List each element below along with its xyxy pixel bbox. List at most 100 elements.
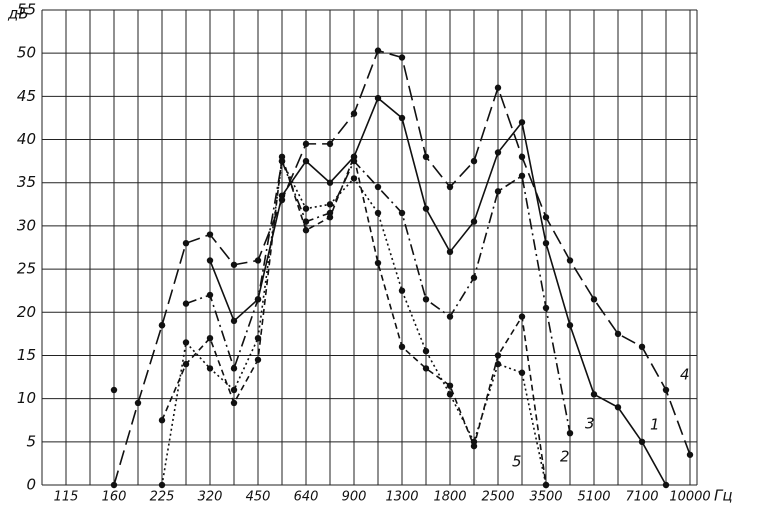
data-point — [254, 356, 262, 363]
x-tick-label: 3500 — [529, 490, 562, 505]
data-point — [374, 209, 382, 217]
data-point — [206, 291, 214, 299]
data-point — [518, 369, 526, 376]
data-point — [470, 438, 478, 446]
data-point — [566, 257, 574, 264]
data-point — [302, 140, 310, 148]
data-point — [398, 343, 406, 351]
data-point — [230, 399, 238, 407]
data-point — [686, 451, 694, 458]
data-point — [542, 481, 550, 489]
data-point — [662, 481, 670, 489]
data-point — [182, 300, 190, 307]
y-tick-label: 20 — [17, 303, 36, 321]
data-point — [422, 153, 430, 161]
data-point — [302, 157, 310, 165]
data-point — [422, 205, 430, 212]
data-point — [326, 179, 334, 186]
data-point — [206, 257, 214, 264]
data-point — [662, 386, 670, 394]
x-tick-label: 900 — [342, 490, 367, 505]
data-point — [494, 149, 502, 156]
y-tick-label: 0 — [26, 476, 36, 494]
data-point — [254, 257, 262, 264]
data-point — [542, 214, 550, 221]
data-point — [398, 114, 406, 122]
x-axis-unit: Гц — [714, 487, 733, 505]
data-point — [422, 347, 430, 355]
y-tick-label: 25 — [17, 260, 36, 278]
data-point — [110, 481, 118, 489]
data-point — [206, 231, 214, 238]
data-point — [470, 274, 478, 281]
data-point — [182, 339, 190, 346]
data-point — [110, 386, 118, 394]
x-tick-label: 640 — [294, 490, 319, 505]
data-point — [518, 172, 526, 180]
x-tick-label: 160 — [102, 490, 127, 505]
data-point — [518, 119, 526, 126]
data-point — [254, 296, 262, 303]
data-point — [494, 360, 502, 368]
data-point — [446, 313, 454, 320]
y-tick-label: 15 — [17, 346, 36, 364]
data-point — [374, 94, 382, 102]
y-tick-label: 55 — [17, 1, 36, 19]
y-tick-label: 5 — [26, 432, 36, 450]
x-tick-label: 450 — [246, 490, 271, 505]
series-label: 4 — [680, 366, 690, 384]
data-point — [446, 382, 454, 389]
x-tick-label: 10000 — [669, 490, 710, 505]
data-point — [590, 296, 598, 303]
data-point — [158, 322, 166, 329]
data-point — [302, 205, 310, 212]
data-point — [494, 84, 502, 91]
series-line — [209, 96, 667, 486]
data-point — [350, 175, 358, 182]
y-tick-label: 30 — [17, 216, 36, 234]
series-label: 2 — [560, 448, 570, 466]
data-point — [566, 429, 574, 437]
data-point — [134, 399, 142, 407]
data-point — [590, 391, 598, 398]
data-point — [230, 365, 238, 372]
x-tick-label: 1800 — [433, 490, 466, 505]
data-point — [230, 261, 238, 268]
y-tick-label: 50 — [17, 44, 36, 62]
data-point — [542, 239, 550, 247]
y-tick-label: 10 — [17, 389, 36, 407]
data-point — [326, 140, 334, 148]
data-point — [302, 227, 310, 234]
data-point — [254, 334, 262, 342]
data-point — [638, 343, 646, 351]
data-point — [230, 386, 238, 394]
data-point — [302, 218, 310, 225]
data-point — [158, 417, 166, 424]
data-point — [614, 404, 622, 411]
data-point — [446, 183, 454, 191]
data-point — [230, 317, 238, 325]
x-tick-label: 1300 — [385, 490, 418, 505]
data-point — [422, 365, 430, 372]
data-point — [206, 365, 214, 372]
data-point — [422, 296, 430, 303]
data-point — [374, 183, 382, 191]
data-point — [446, 248, 454, 256]
x-tick-label: 115 — [54, 490, 79, 505]
y-tick-label: 35 — [17, 173, 36, 191]
data-point — [518, 313, 526, 320]
series-label: 1 — [650, 416, 660, 434]
x-tick-label: 225 — [150, 490, 175, 505]
data-point — [470, 218, 478, 225]
series-label: 5 — [512, 453, 522, 471]
y-axis-label: дБ — [7, 5, 29, 23]
data-point — [470, 157, 478, 165]
y-tick-label: 45 — [17, 87, 36, 105]
data-point — [182, 239, 190, 247]
data-point — [566, 322, 574, 329]
data-point — [374, 47, 382, 54]
data-point — [326, 201, 334, 208]
x-tick-label: 7100 — [625, 490, 658, 505]
data-point — [446, 391, 454, 398]
